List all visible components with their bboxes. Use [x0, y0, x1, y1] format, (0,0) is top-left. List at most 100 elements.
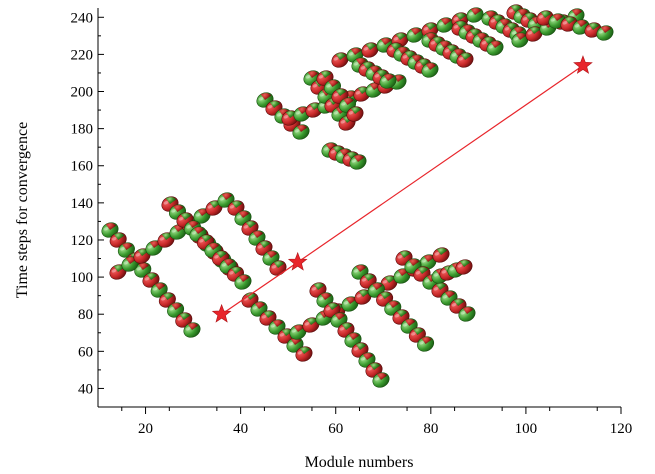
module-highlight	[393, 36, 399, 41]
module-wedge	[439, 41, 451, 48]
module-wedge	[137, 249, 149, 256]
module-wedge	[459, 260, 471, 267]
module-highlight	[136, 266, 141, 271]
module-highlight	[395, 272, 401, 277]
module-wedge	[369, 66, 381, 73]
robot-module	[101, 222, 119, 238]
module-highlight	[522, 16, 528, 21]
module-wedge	[332, 146, 344, 153]
module-wedge	[388, 301, 399, 308]
module-highlight	[171, 208, 176, 213]
module-highlight	[333, 92, 339, 97]
module-wedge	[269, 101, 281, 108]
module-highlight	[598, 29, 604, 34]
module-wedge	[171, 303, 182, 310]
module-wedge	[355, 265, 367, 272]
module-highlight	[353, 61, 359, 66]
module-highlight	[307, 106, 313, 111]
module-wedge	[125, 257, 137, 264]
module-wedge	[435, 283, 447, 290]
module-highlight	[323, 146, 329, 151]
module-highlight	[161, 296, 166, 301]
module-highlight	[337, 152, 343, 157]
module-highlight	[360, 356, 366, 361]
module-highlight	[353, 268, 359, 273]
robot-module	[432, 247, 450, 263]
module-wedge	[462, 25, 474, 32]
robot-module	[417, 336, 435, 352]
module-highlight	[444, 48, 450, 53]
robot-module	[406, 27, 424, 43]
module-highlight	[562, 20, 568, 25]
module-highlight	[442, 294, 448, 299]
module-wedge	[483, 37, 495, 44]
module-wedge	[470, 8, 482, 15]
module-highlight	[185, 326, 191, 331]
module-highlight	[409, 58, 415, 63]
module-wedge	[515, 33, 527, 40]
module-highlight	[451, 52, 457, 57]
module-wedge	[357, 87, 369, 94]
module-wedge	[384, 276, 396, 283]
module-wedge	[238, 275, 250, 282]
module-wedge	[155, 283, 166, 290]
robot-module	[466, 7, 484, 23]
module-wedge	[455, 13, 467, 20]
module-highlight	[340, 119, 346, 124]
module-wedge	[390, 43, 402, 50]
module-wedge	[231, 267, 242, 274]
module-wedge	[266, 251, 278, 258]
robot-cluster-left	[101, 192, 287, 338]
module-highlight	[206, 246, 212, 251]
module-wedge	[113, 265, 125, 272]
module-highlight	[252, 305, 258, 310]
module-highlight	[319, 102, 325, 107]
robot-module	[324, 79, 341, 95]
module-highlight	[374, 376, 380, 381]
module-wedge	[273, 261, 285, 268]
module-wedge	[408, 259, 420, 266]
module-wedge	[376, 373, 388, 380]
module-wedge	[201, 235, 212, 242]
module-highlight	[250, 234, 256, 239]
robot-module	[292, 124, 310, 140]
module-wedge	[163, 293, 174, 300]
module-highlight	[513, 36, 519, 41]
module-highlight	[367, 69, 373, 74]
module-highlight	[295, 110, 301, 115]
module-wedge	[346, 152, 358, 159]
x-tick-label: 120	[610, 421, 633, 437]
robot-module	[455, 259, 473, 275]
module-highlight	[229, 270, 234, 275]
module-highlight	[318, 296, 324, 301]
module-wedge	[383, 74, 395, 81]
module-wedge	[362, 353, 374, 360]
module-highlight	[346, 336, 352, 341]
module-highlight	[378, 295, 383, 300]
module-wedge	[188, 221, 199, 228]
module-highlight	[348, 110, 354, 115]
module-wedge	[417, 267, 429, 274]
module-highlight	[276, 112, 282, 117]
module-wedge	[238, 211, 250, 218]
robot-module	[596, 25, 614, 41]
module-wedge	[440, 18, 452, 25]
module-wedge	[307, 71, 319, 78]
module-highlight	[367, 86, 373, 91]
module-wedge	[146, 273, 158, 280]
module-highlight	[488, 44, 494, 49]
module-highlight	[144, 276, 150, 281]
module-highlight	[481, 40, 487, 45]
module-highlight	[529, 20, 535, 25]
robot-illustrations	[101, 4, 614, 388]
module-highlight	[221, 262, 227, 267]
module-wedge	[122, 243, 133, 250]
module-highlight	[304, 321, 310, 326]
module-highlight	[178, 216, 184, 221]
module-highlight	[467, 32, 473, 37]
module-highlight	[120, 246, 125, 251]
module-wedge	[334, 313, 346, 320]
module-highlight	[319, 92, 325, 97]
y-axis-title: Time steps for convergence	[14, 122, 31, 298]
module-highlight	[343, 300, 349, 305]
